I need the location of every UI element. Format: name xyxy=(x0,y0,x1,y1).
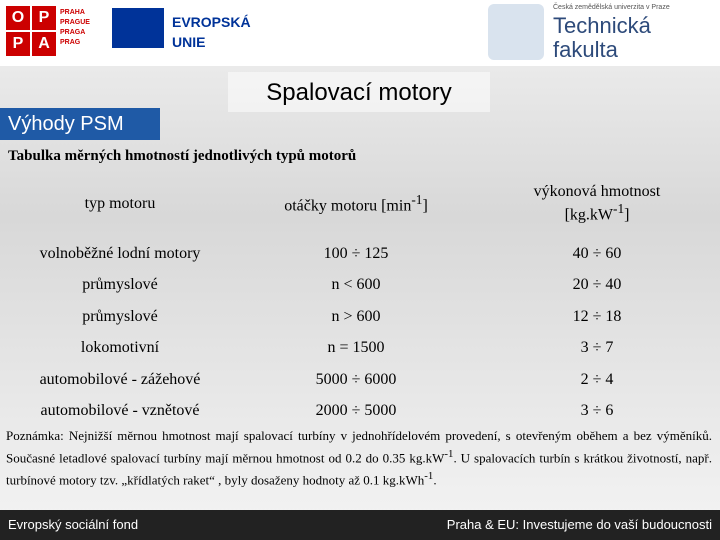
table-cell: 12 ÷ 18 xyxy=(572,307,622,325)
note-text: -1 xyxy=(424,470,434,483)
eu-text: EVROPSKÁ UNIE xyxy=(172,12,251,52)
eu-flag xyxy=(112,8,164,48)
table-cell: 3 ÷ 6 xyxy=(580,402,614,420)
header-text: ] xyxy=(422,197,428,215)
university: Česká zemědělská univerzita v Praze xyxy=(553,4,670,11)
praha-word: PRAG xyxy=(60,39,81,46)
table-caption: Tabulka měrných hmotností jednotlivých t… xyxy=(8,148,357,164)
table-cell: 100 ÷ 125 xyxy=(323,244,389,262)
praha-logo: PRAHA PRAGUE PRAGA PRAG xyxy=(60,8,90,48)
header-text: otáčky motoru [min xyxy=(284,197,412,215)
header-line: [kg.kW-1] xyxy=(476,201,718,224)
table-cell: automobilové - zážehové xyxy=(39,370,201,388)
table-cell: lokomotivní xyxy=(80,339,160,357)
opp-letter: A xyxy=(32,32,56,56)
header: PRAHA PRAGUE PRAGA PRAG EVROPSKÁ UNIE Česká … xyxy=(0,0,720,66)
praha-word: PRAHA xyxy=(60,9,85,16)
slide-title: Spalovací motory xyxy=(228,72,490,112)
eu-word: UNIE xyxy=(172,34,206,50)
header-sup: -1 xyxy=(613,201,625,217)
header-sup: -1 xyxy=(411,192,423,208)
note-text: -1 xyxy=(444,448,454,460)
table: typ motoru otáčky motoru [min-1] výkonová … xyxy=(4,170,718,427)
header-text: [kg.kW xyxy=(564,206,613,224)
table-cell: průmyslové xyxy=(82,276,158,294)
footer-left: Evropský sociální fond xyxy=(8,517,139,532)
table-cell: 3 ÷ 7 xyxy=(580,339,614,357)
table-cell: 2 ÷ 4 xyxy=(580,370,614,388)
table-row: průmyslové n < 600 20 ÷ 40 xyxy=(4,270,718,302)
faculty-logo xyxy=(488,4,544,60)
faculty: Technická fakulta xyxy=(553,14,651,62)
table-cell: automobilové - vznětové xyxy=(40,402,200,420)
table-row: volnoběžné lodní motory 100 ÷ 125 40 ÷ 60 xyxy=(4,238,718,270)
faculty-word: Technická xyxy=(553,13,651,38)
footer-right: Praha & EU: Investujeme do vaší budoucno… xyxy=(446,517,712,532)
eu-word: EVROPSKÁ xyxy=(172,14,251,30)
header-cell: výkonová hmotnost [kg.kW-1] xyxy=(476,170,718,238)
table-cell: průmyslové xyxy=(82,307,158,325)
opp-letter: O xyxy=(6,6,30,30)
table-cell: volnoběžné lodní motory xyxy=(39,244,201,262)
note: Poznámka: Nejnižší měrnou hmotnost mají … xyxy=(6,426,712,490)
section-label: Výhody PSM xyxy=(0,108,160,140)
header-text: typ motoru xyxy=(84,195,156,212)
table-cell: 5000 ÷ 6000 xyxy=(315,370,397,388)
header-text: výkonová hmotnost xyxy=(533,183,661,201)
table-cell: 40 ÷ 60 xyxy=(572,244,622,262)
header-text: ] xyxy=(624,206,630,224)
table-cell: n < 600 xyxy=(331,276,381,294)
praha-word: PRAGUE xyxy=(60,19,90,26)
table-row: automobilové - zážehové 5000 ÷ 6000 2 ÷ 4 xyxy=(4,364,718,396)
table-cell: n = 1500 xyxy=(327,339,385,357)
header-cell: typ motoru xyxy=(4,170,236,238)
note-text: . xyxy=(433,472,437,488)
table-row: průmyslové n > 600 12 ÷ 18 xyxy=(4,301,718,333)
table-cell: 2000 ÷ 5000 xyxy=(315,402,397,420)
faculty-word: fakulta xyxy=(553,37,618,62)
table-row: lokomotivní n = 1500 3 ÷ 7 xyxy=(4,333,718,365)
table-cell: n > 600 xyxy=(331,307,381,325)
note-text: . U spalovacích turbín s krátkou životno… xyxy=(6,450,712,488)
header-row: typ motoru otáčky motoru [min-1] výkonová … xyxy=(4,170,718,238)
note-text: Poznámka: Nejnižší měrnou hmotnost mají … xyxy=(6,428,712,466)
praha-word: PRAGA xyxy=(60,29,86,36)
header-cell: otáčky motoru [min-1] xyxy=(236,170,476,238)
opp-letter: P xyxy=(32,6,56,30)
table-row: automobilové - vznětové 2000 ÷ 5000 3 ÷ 6 xyxy=(4,396,718,428)
table-cell: 20 ÷ 40 xyxy=(572,276,622,294)
opp-letter: P xyxy=(6,32,30,56)
footer: Evropský sociální fond Praha & EU: Inves… xyxy=(0,510,720,540)
